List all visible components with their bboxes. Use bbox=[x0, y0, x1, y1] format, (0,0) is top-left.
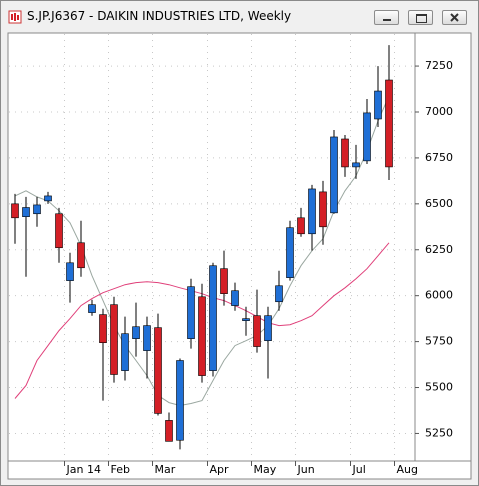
plot-area bbox=[7, 32, 416, 462]
candle-body bbox=[242, 318, 250, 321]
y-tick-label: 5750 bbox=[425, 335, 453, 348]
candle-body bbox=[330, 136, 338, 214]
app-icon bbox=[8, 10, 22, 24]
y-tick-label: 6250 bbox=[425, 243, 453, 256]
candle-body bbox=[231, 290, 239, 306]
minimize-button[interactable] bbox=[374, 10, 399, 25]
candle-body bbox=[220, 268, 228, 294]
candle-body bbox=[253, 315, 261, 347]
moving-average bbox=[14, 95, 390, 407]
y-tick-label: 6000 bbox=[425, 289, 453, 302]
x-tick-label: May bbox=[254, 463, 277, 476]
price-axis-area bbox=[414, 32, 472, 462]
y-tick-label: 7250 bbox=[425, 59, 453, 72]
y-tick-label: 6750 bbox=[425, 151, 453, 164]
candle-body bbox=[165, 420, 173, 442]
candle-body bbox=[341, 138, 349, 168]
candle-body bbox=[297, 217, 305, 235]
candle-body bbox=[264, 315, 272, 341]
candle-body bbox=[121, 333, 129, 371]
y-tick-label: 6500 bbox=[425, 197, 453, 210]
candle-body bbox=[11, 203, 19, 219]
x-tick-label: Feb bbox=[111, 463, 130, 476]
window-title: S.JP.J6367 - DAIKIN INDUSTRIES LTD, Week… bbox=[27, 9, 292, 23]
candle-body bbox=[187, 286, 195, 339]
candle-body bbox=[319, 191, 327, 228]
candle-body bbox=[22, 207, 30, 217]
candle-body bbox=[176, 360, 184, 441]
candle-body bbox=[385, 79, 393, 168]
candle-body bbox=[209, 265, 217, 371]
candle-body bbox=[143, 325, 151, 351]
candle-body bbox=[286, 227, 294, 278]
x-tick-label: Mar bbox=[155, 463, 176, 476]
candle-body bbox=[88, 304, 96, 313]
y-tick-label: 5500 bbox=[425, 381, 453, 394]
candle-body bbox=[154, 327, 162, 414]
x-tick-label: Jun bbox=[297, 463, 315, 476]
candle-body bbox=[110, 304, 118, 375]
x-tick-label: Aug bbox=[397, 463, 418, 476]
candle-body bbox=[198, 296, 206, 376]
candle-body bbox=[77, 242, 85, 269]
candle-body bbox=[66, 262, 74, 281]
y-tick-label: 7000 bbox=[425, 105, 453, 118]
x-tick-label: Jan 14 bbox=[66, 463, 101, 476]
time-axis-area bbox=[7, 460, 472, 480]
y-tick-label: 5250 bbox=[425, 426, 453, 439]
candle-body bbox=[363, 112, 371, 162]
candle-body bbox=[132, 326, 140, 339]
candle-body bbox=[308, 188, 316, 235]
x-tick-label: Apr bbox=[210, 463, 230, 476]
title-bar: S.JP.J6367 - DAIKIN INDUSTRIES LTD, Week… bbox=[1, 1, 478, 31]
candle-body bbox=[33, 204, 41, 215]
x-tick-label: Jul bbox=[352, 463, 366, 476]
candle-body bbox=[374, 90, 382, 120]
maximize-button[interactable] bbox=[408, 10, 433, 25]
candle-body bbox=[44, 195, 52, 202]
candle-body bbox=[99, 314, 107, 344]
candle-body bbox=[352, 162, 360, 168]
close-button[interactable] bbox=[442, 10, 467, 25]
candle-body bbox=[55, 213, 63, 249]
candle-body bbox=[275, 285, 283, 303]
